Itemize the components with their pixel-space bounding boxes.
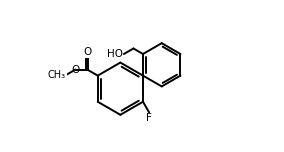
Text: O: O — [83, 47, 91, 57]
Text: HO: HO — [107, 49, 123, 59]
Text: CH₃: CH₃ — [47, 70, 65, 80]
Text: O: O — [71, 64, 80, 74]
Text: F: F — [146, 113, 152, 123]
